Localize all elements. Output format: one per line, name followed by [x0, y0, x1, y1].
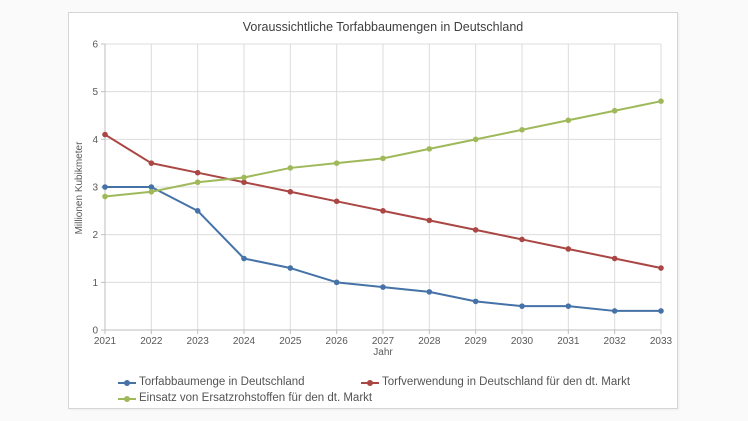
y-tick-label: 6 [92, 40, 98, 51]
x-tick-label: 2029 [465, 336, 488, 347]
x-tick-label: 2025 [279, 336, 302, 347]
data-point [519, 236, 525, 243]
data-point [658, 98, 664, 104]
x-tick-label: 2031 [557, 336, 580, 347]
data-point [194, 169, 201, 176]
data-point [380, 208, 386, 214]
legend-label: Torfabbaumenge in Deutschland [139, 376, 305, 388]
chart-panel: Voraussichtliche Torfabbaumengen in Deut… [68, 12, 678, 409]
data-point [148, 188, 155, 195]
line-marker-icon [118, 394, 136, 403]
x-tick-label: 2028 [418, 336, 441, 347]
legend-item-ersatzrohstoffe: Einsatz von Ersatzrohstoffen für den dt.… [118, 392, 372, 404]
data-point [287, 265, 294, 271]
data-point [194, 208, 201, 214]
legend-row: Torfabbaumenge in Deutschland Torfverwen… [118, 374, 668, 390]
x-tick-label: 2024 [233, 336, 256, 347]
data-point [472, 227, 479, 233]
legend-item-torfabbaumenge: Torfabbaumenge in Deutschland [118, 376, 361, 388]
data-point [333, 279, 340, 286]
y-tick-label: 1 [92, 278, 98, 289]
data-point [611, 255, 618, 262]
data-point [658, 308, 664, 314]
legend-label: Einsatz von Ersatzrohstoffen für den dt.… [139, 392, 373, 404]
data-point [333, 160, 340, 166]
x-tick-label: 2030 [511, 336, 534, 347]
x-tick-label: 2021 [94, 336, 117, 347]
x-tick-label: 2022 [140, 336, 163, 347]
y-tick-label: 4 [92, 135, 98, 146]
data-point [241, 179, 247, 186]
data-point [519, 303, 525, 309]
y-axis-title: Millionen Kubikmeter [74, 141, 85, 235]
x-axis-title: Jahr [373, 347, 393, 358]
line-marker-icon [118, 378, 136, 387]
data-point [565, 246, 572, 252]
chart-title: Voraussichtliche Torfabbaumengen in Deut… [242, 20, 524, 34]
plot-area: 0 1 2 3 4 5 6 2021 2022 2023 2024 2025 2026 2027 2028 2… [92, 40, 673, 348]
data-point [658, 265, 664, 271]
legend: Torfabbaumenge in Deutschland Torfverwen… [118, 374, 668, 406]
data-point [287, 165, 294, 171]
data-point [194, 179, 201, 186]
data-point [426, 146, 433, 152]
data-point [241, 174, 247, 181]
y-tick-label: 2 [92, 230, 98, 241]
data-point [565, 117, 572, 124]
data-point [519, 127, 525, 133]
data-point [148, 184, 155, 190]
x-tick-label: 2033 [650, 336, 673, 347]
data-point [565, 303, 572, 309]
data-point [333, 198, 340, 205]
legend-row: Einsatz von Ersatzrohstoffen für den dt.… [118, 390, 668, 406]
x-tick-label: 2026 [326, 336, 349, 347]
y-tick-label: 3 [92, 183, 98, 194]
data-point [380, 155, 386, 162]
data-point [102, 184, 108, 190]
data-point [472, 136, 479, 143]
y-tick-label: 0 [92, 326, 98, 337]
y-tick-label: 5 [92, 87, 98, 98]
line-marker-icon [361, 378, 379, 387]
data-point [241, 255, 247, 262]
x-tick-label: 2027 [372, 336, 395, 347]
data-point [472, 298, 479, 305]
data-point [611, 308, 618, 314]
data-point [426, 289, 433, 295]
data-point [611, 107, 618, 114]
data-point [426, 217, 433, 224]
data-point [148, 160, 155, 166]
data-point [380, 284, 386, 290]
data-point [102, 193, 108, 200]
data-point [102, 131, 108, 138]
legend-item-torfverwendung: Torfverwendung in Deutschland für den dt… [361, 376, 630, 388]
legend-label: Torfverwendung in Deutschland für den dt… [382, 376, 631, 388]
x-tick-label: 2023 [187, 336, 210, 347]
x-tick-label: 2032 [604, 336, 627, 347]
data-point [287, 188, 294, 195]
